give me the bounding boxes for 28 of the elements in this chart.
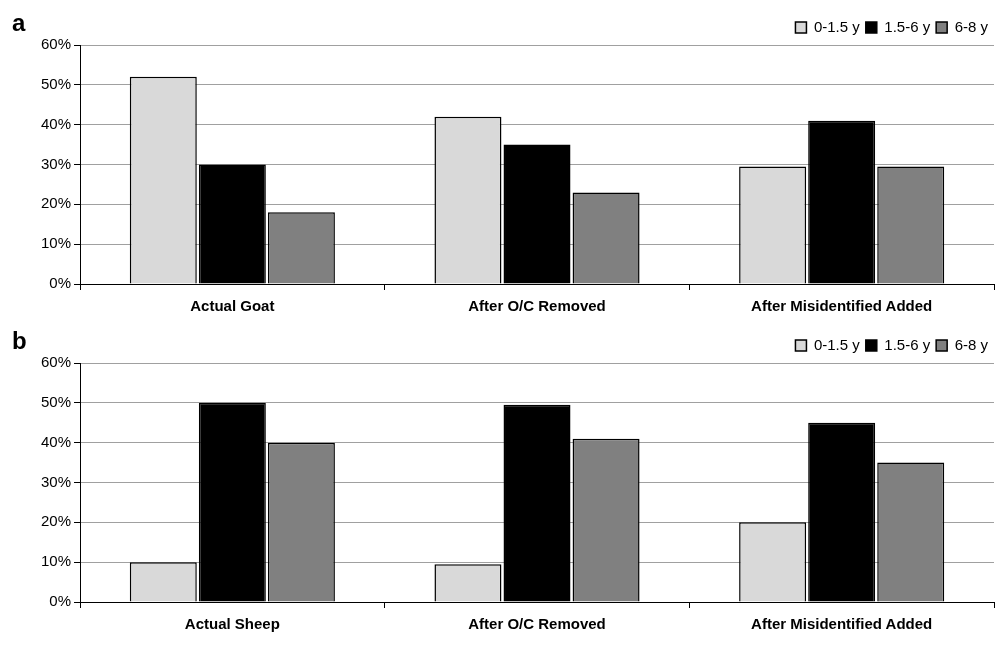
y-tick-label: 60% [40,353,72,371]
y-tick-label: 10% [40,234,72,252]
y-tick-label: 0% [49,274,72,292]
y-tick-label: 10% [40,552,72,570]
y-tick-label: 50% [40,74,72,92]
y-tick-label: 60% [40,35,72,53]
y-tick-label: 0% [49,592,72,610]
x-tick-label: After O/C Removed [468,615,606,633]
legend-label: 0-1.5 y [813,17,861,35]
legend-label: 0-1.5 y [813,335,861,353]
x-tick-label: After Misidentified Added [751,615,933,633]
legend-label: 6-8 y [954,335,989,353]
chart-title: a [12,8,26,36]
x-tick-label: Actual Sheep [184,615,280,633]
y-tick-label: 20% [40,194,72,212]
y-tick-label: 50% [40,392,72,410]
y-tick-label: 30% [40,154,72,172]
x-tick-label: After Misidentified Added [751,297,933,315]
y-tick-label: 20% [40,512,72,530]
legend-label: 6-8 y [954,17,989,35]
x-tick-label: After O/C Removed [468,297,606,315]
legend-label: 1.5-6 y [884,17,931,35]
y-tick-label: 40% [40,432,72,450]
chart-title: b [12,326,27,354]
x-tick-label: Actual Goat [190,297,275,315]
legend-label: 1.5-6 y [884,335,931,353]
y-tick-label: 40% [40,114,72,132]
y-tick-label: 30% [40,472,72,490]
